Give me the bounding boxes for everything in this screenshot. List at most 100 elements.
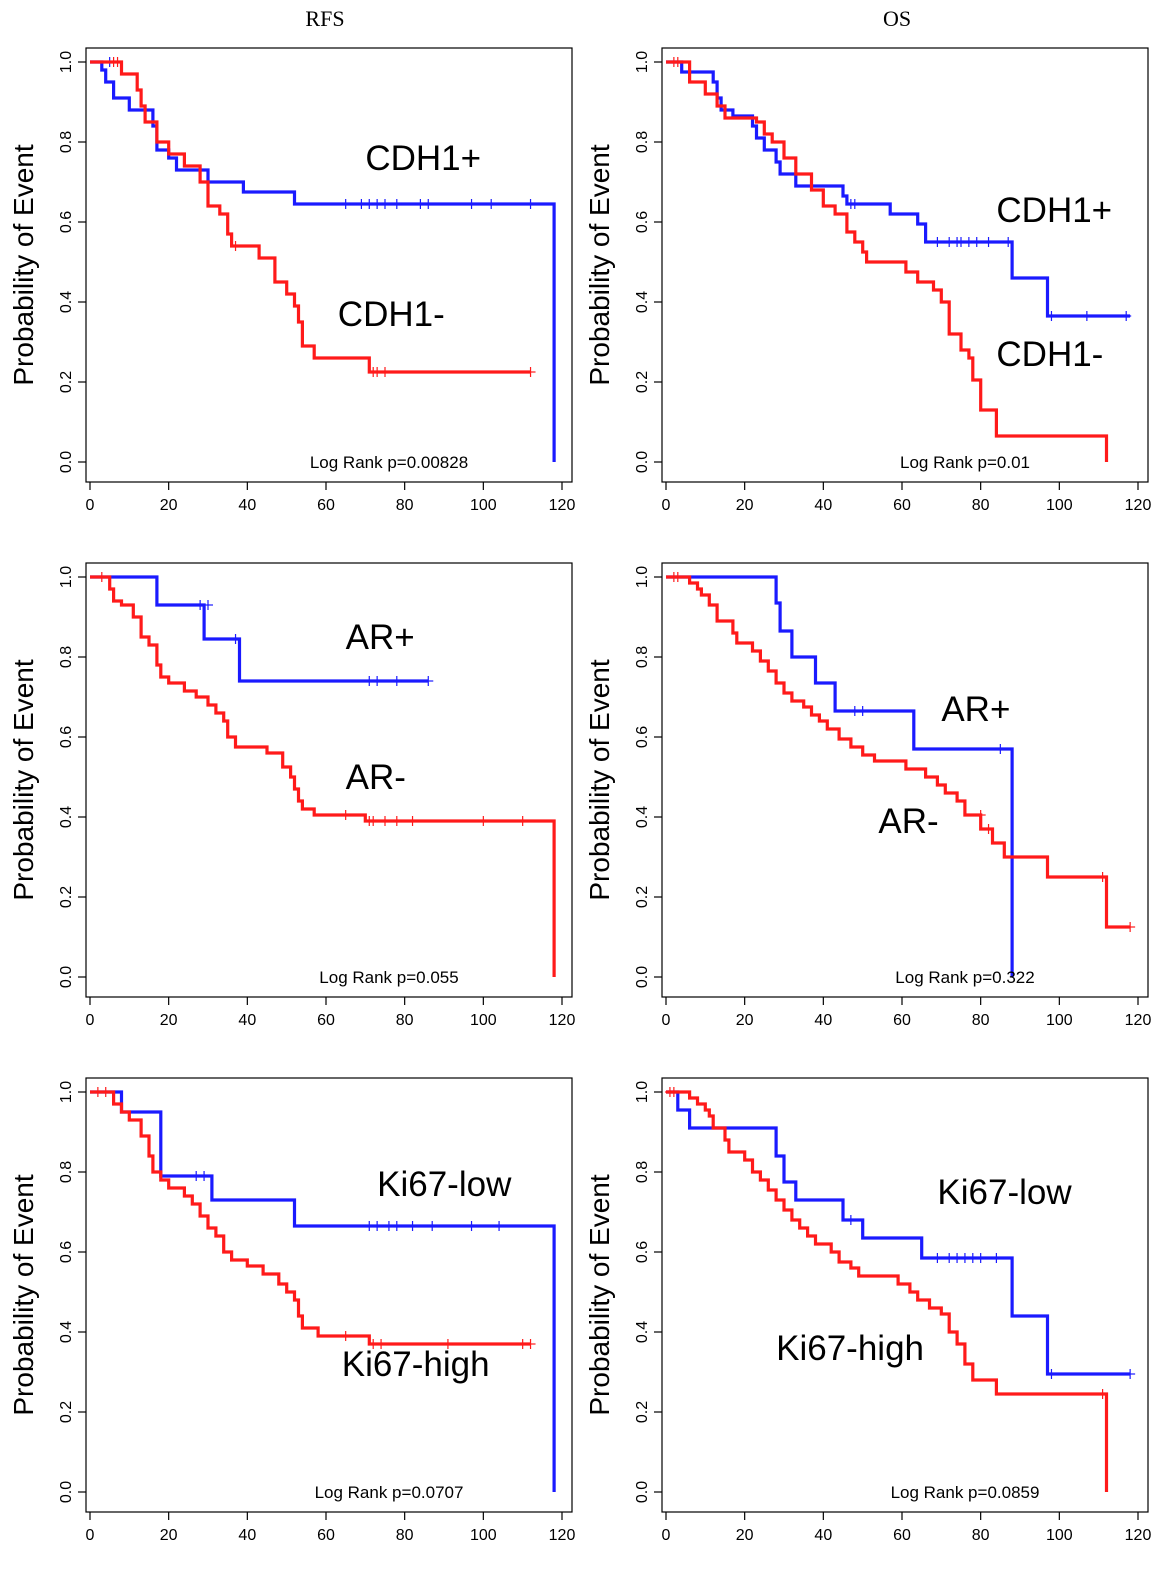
chart-panel-ki67-os: 0 20 40 60 80 100 120 0.0 0.2 0.4 0.6 0.8 1.0 Probabi… <box>576 1060 1156 1575</box>
x-tick-label: 120 <box>1125 1012 1152 1029</box>
x-tick-label: 100 <box>1046 1527 1073 1544</box>
y-tick-label: 0.2 <box>634 886 651 908</box>
censor-mark <box>380 816 390 826</box>
y-axis-title: Probability of Event <box>8 144 39 385</box>
y-tick-label: 1.0 <box>634 1081 651 1103</box>
censor-mark <box>517 816 528 826</box>
x-tick-label: 100 <box>1046 1012 1073 1029</box>
censor-mark <box>525 367 536 377</box>
x-tick-label: 100 <box>1046 497 1073 514</box>
x-tick-label: 80 <box>396 497 414 514</box>
x-tick-label: 0 <box>662 497 671 514</box>
x-tick-label: 80 <box>396 1012 414 1029</box>
censor-mark <box>391 199 402 209</box>
km-chart-ar-os: 0 20 40 60 80 100 120 0.0 0.2 0.4 0.6 0.8 1.0 Probabi… <box>584 562 1152 1029</box>
censor-mark <box>372 676 383 686</box>
y-tick-label: 0.6 <box>634 1241 651 1263</box>
x-tick-label: 20 <box>736 1527 754 1544</box>
y-tick-label: 0.6 <box>58 211 75 233</box>
group-label: Ki67-high <box>342 1345 490 1384</box>
log-rank-pvalue: Log Rank p=0.0707 <box>315 1483 464 1502</box>
censor-mark <box>932 1253 943 1263</box>
x-tick-label: 60 <box>317 1527 335 1544</box>
km-chart-ar-rfs: 0 20 40 60 80 100 120 0.0 0.2 0.4 0.6 0.8 1.0 Probabi… <box>8 562 575 1029</box>
x-tick-label: 40 <box>814 1527 832 1544</box>
x-tick-label: 0 <box>86 497 95 514</box>
km-chart-ki67-rfs: 0 20 40 60 80 100 120 0.0 0.2 0.4 0.6 0.8 1.0 Probabi… <box>8 1077 576 1544</box>
censor-mark <box>525 1339 536 1349</box>
x-tick-label: 0 <box>662 1012 671 1029</box>
y-tick-label: 0.8 <box>58 131 75 153</box>
y-tick-label: 0.2 <box>58 371 75 393</box>
y-tick-label: 0.8 <box>58 1161 75 1183</box>
censor-mark <box>1046 1369 1057 1379</box>
log-rank-pvalue: Log Rank p=0.322 <box>895 968 1034 987</box>
y-tick-label: 0.2 <box>58 886 75 908</box>
y-axis-title: Probability of Event <box>8 659 39 900</box>
censor-mark <box>203 600 213 610</box>
plot-frame <box>85 1077 573 1513</box>
censor-mark <box>975 810 986 820</box>
censor-mark <box>525 199 536 209</box>
y-tick-label: 1.0 <box>634 566 651 588</box>
censor-mark <box>368 816 379 826</box>
group-label: CDH1- <box>996 335 1103 374</box>
x-tick-label: 80 <box>396 1527 414 1544</box>
censor-mark <box>1081 311 1092 321</box>
y-tick-label: 1.0 <box>634 51 651 73</box>
y-tick-label: 1.0 <box>58 51 75 73</box>
censor-mark <box>1003 237 1014 247</box>
km-curve-CDH1+ <box>666 60 1131 318</box>
km-curve-Ki67-low <box>666 1090 1131 1376</box>
censor-mark <box>100 1087 111 1097</box>
censor-mark <box>672 57 683 67</box>
km-curve-Ki67-high <box>90 1090 531 1346</box>
censor-mark <box>845 1215 856 1225</box>
km-curve-CDH1- <box>666 60 1109 462</box>
y-tick-label: 0.0 <box>58 966 75 988</box>
censor-mark <box>199 1171 210 1181</box>
censor-mark <box>380 367 390 377</box>
log-rank-pvalue: Log Rank p=0.00828 <box>310 453 468 472</box>
x-tick-label: 60 <box>893 1012 911 1029</box>
censor-mark <box>668 1087 679 1097</box>
x-tick-label: 120 <box>549 1527 576 1544</box>
y-tick-label: 0.6 <box>634 726 651 748</box>
x-tick-label: 100 <box>470 1527 497 1544</box>
y-tick-label: 0.6 <box>58 726 75 748</box>
censor-mark <box>1125 1369 1136 1379</box>
censor-mark <box>486 199 497 209</box>
plot-frame <box>85 562 573 998</box>
x-tick-label: 120 <box>1125 1527 1152 1544</box>
censor-mark <box>230 634 241 644</box>
km-curve-AR+ <box>666 575 1014 977</box>
group-label: Ki67-low <box>937 1173 1072 1212</box>
censor-mark <box>376 1339 387 1349</box>
y-tick-label: 0.4 <box>58 1321 75 1343</box>
km-curve-AR- <box>666 575 1131 929</box>
censor-mark <box>494 1221 505 1231</box>
km-curve-Ki67-low <box>90 1090 556 1492</box>
censor-mark <box>230 241 241 251</box>
x-tick-label: 40 <box>238 1012 256 1029</box>
x-tick-label: 100 <box>470 497 497 514</box>
y-tick-label: 0.8 <box>634 131 651 153</box>
log-rank-pvalue: Log Rank p=0.01 <box>900 453 1030 472</box>
km-chart-cdh1-os: 0 20 40 60 80 100 120 0.0 0.2 0.4 0.6 0.8 1.0 Probabi… <box>584 47 1151 514</box>
group-label: AR+ <box>941 690 1010 729</box>
censor-mark <box>995 744 1006 754</box>
y-tick-label: 0.4 <box>634 291 651 313</box>
x-tick-label: 20 <box>736 497 754 514</box>
x-tick-label: 20 <box>736 1012 754 1029</box>
censor-mark <box>983 237 994 247</box>
x-tick-label: 120 <box>549 497 576 514</box>
x-tick-label: 20 <box>160 1012 178 1029</box>
y-tick-label: 0.0 <box>634 966 651 988</box>
censor-mark <box>991 1253 1002 1263</box>
y-tick-label: 0.8 <box>58 646 75 668</box>
censor-mark <box>932 237 943 247</box>
x-tick-label: 20 <box>160 1527 178 1544</box>
censor-mark <box>466 1221 477 1231</box>
y-tick-label: 1.0 <box>58 1081 75 1103</box>
y-tick-label: 0.0 <box>634 1481 651 1503</box>
